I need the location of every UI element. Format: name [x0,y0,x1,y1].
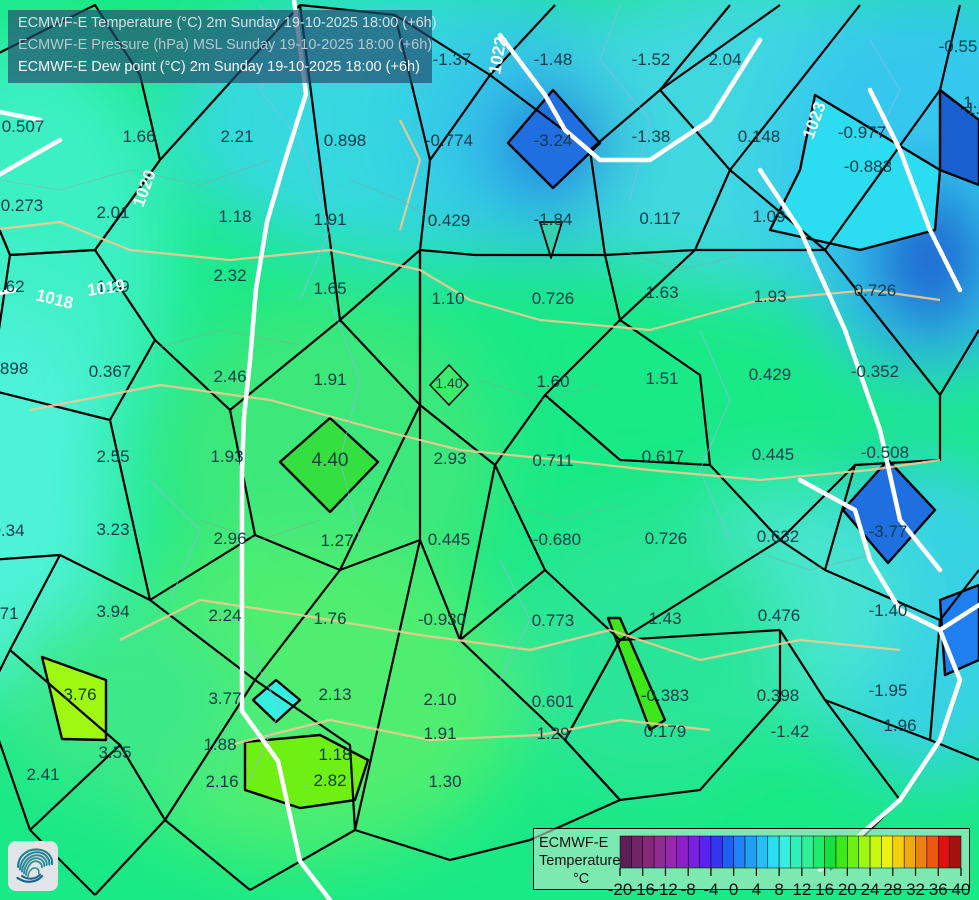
svg-text:20: 20 [838,880,857,899]
svg-text:0: 0 [729,880,738,899]
svg-text:-4: -4 [703,880,718,899]
svg-text:12: 12 [792,880,811,899]
svg-text:-16: -16 [630,880,655,899]
svg-text:36: 36 [929,880,948,899]
svg-text:1022: 1022 [485,35,510,76]
svg-text:32: 32 [906,880,925,899]
svg-text:1023: 1023 [799,99,830,141]
svg-text:1019: 1019 [86,276,126,300]
svg-text:4: 4 [752,880,761,899]
svg-text:1018: 1018 [34,285,75,313]
svg-text:8: 8 [774,880,783,899]
svg-text:24: 24 [861,880,880,899]
svg-text:1020: 1020 [129,167,160,209]
svg-text:-12: -12 [653,880,678,899]
svg-text:16: 16 [815,880,834,899]
svg-text:40: 40 [952,880,971,899]
svg-text:-20: -20 [608,880,633,899]
svg-text:-8: -8 [681,880,696,899]
svg-text:28: 28 [883,880,902,899]
